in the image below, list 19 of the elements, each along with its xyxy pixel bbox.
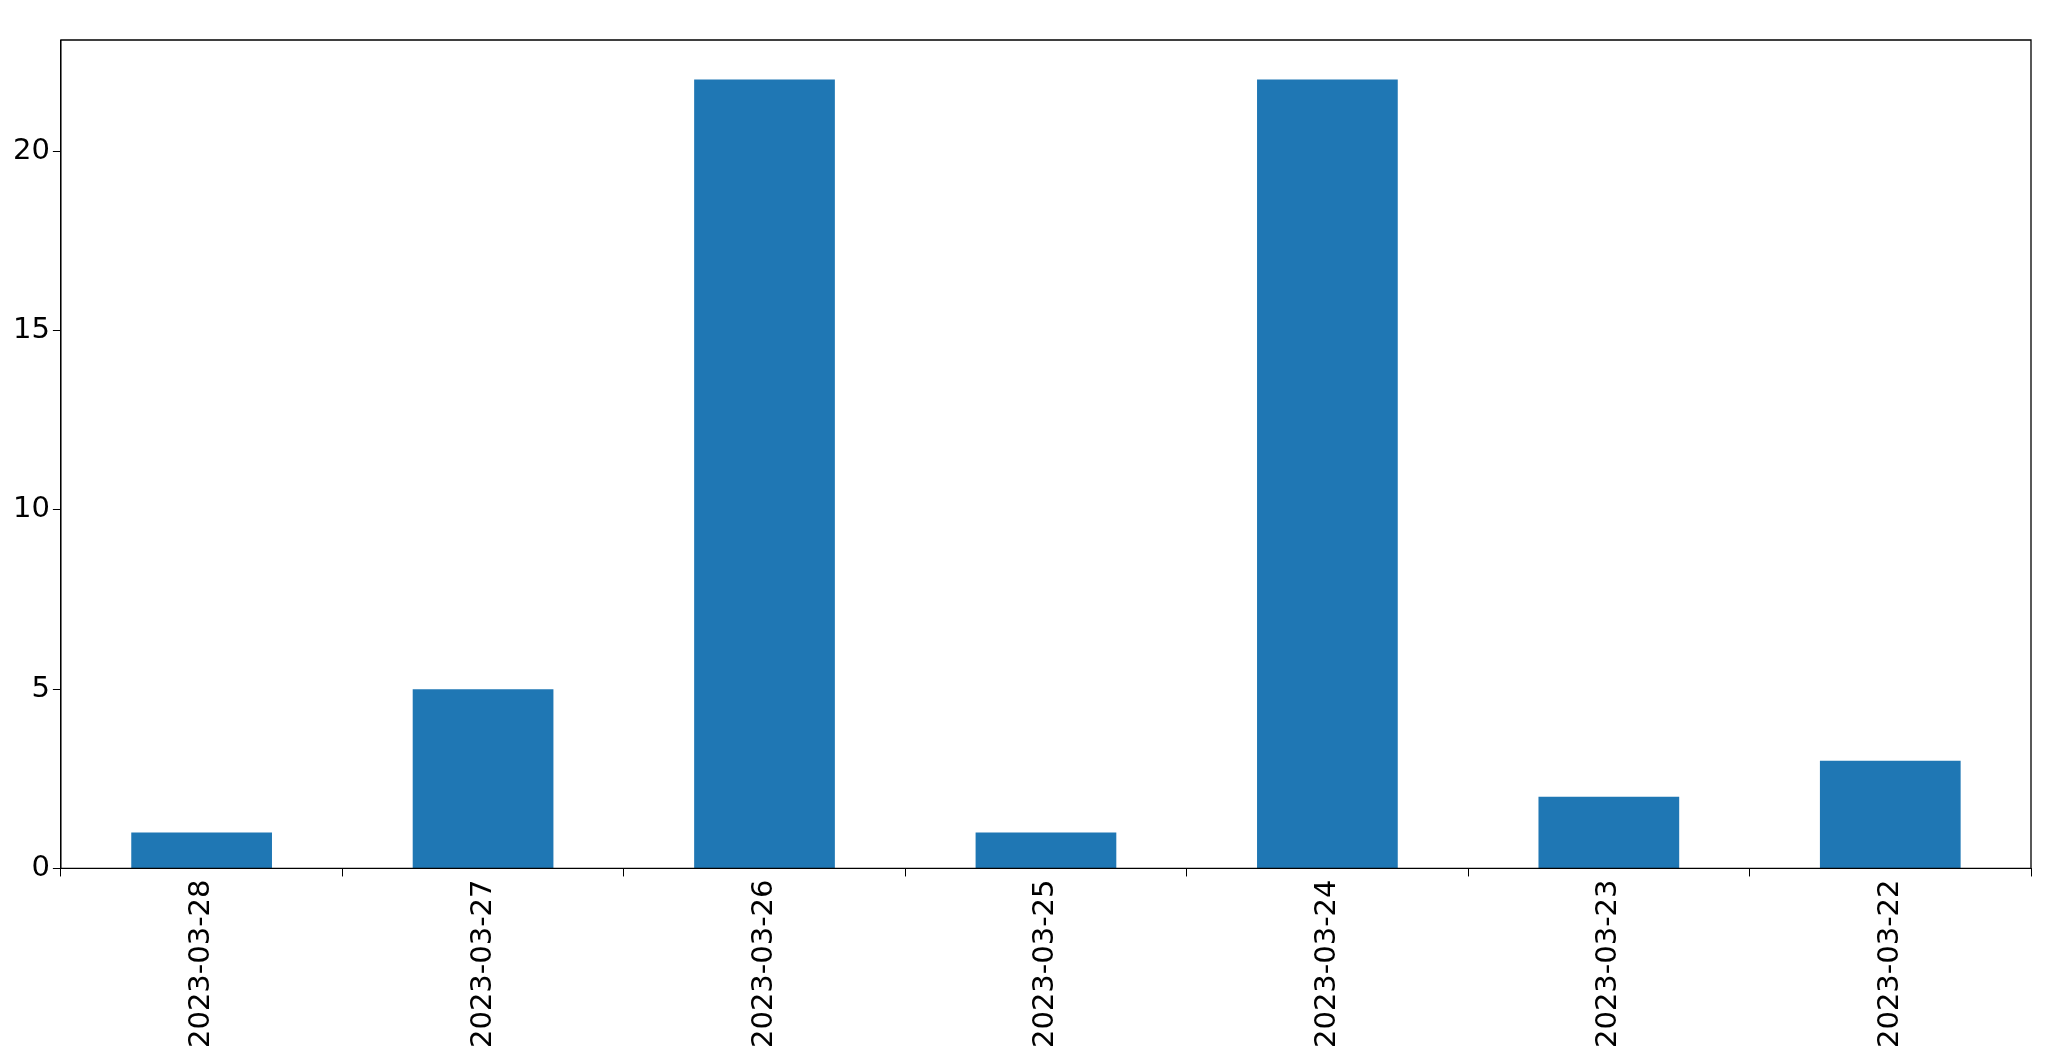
x-tick-label: 2023-03-26 — [745, 879, 780, 1049]
y-tick-label: 0 — [31, 849, 50, 883]
x-tick-label: 2023-03-25 — [1026, 879, 1061, 1049]
y-tick-label: 5 — [31, 669, 50, 704]
x-tick-label: 2023-03-22 — [1870, 879, 1905, 1049]
y-tick-label: 20 — [13, 131, 50, 166]
x-tick-label: 2023-03-24 — [1307, 879, 1342, 1049]
bar — [1538, 796, 1680, 868]
bar — [1257, 79, 1398, 868]
bar — [694, 79, 835, 868]
x-tick-label: 2023-03-23 — [1589, 879, 1624, 1049]
x-tick-label: 2023-03-27 — [463, 879, 498, 1049]
bar — [975, 832, 1117, 868]
x-tick-label: 2023-03-28 — [182, 879, 217, 1049]
y-tick-label: 15 — [13, 311, 50, 346]
bar — [131, 832, 272, 868]
bar — [412, 689, 554, 868]
bar — [1819, 760, 1961, 868]
y-tick-label: 10 — [13, 490, 50, 525]
